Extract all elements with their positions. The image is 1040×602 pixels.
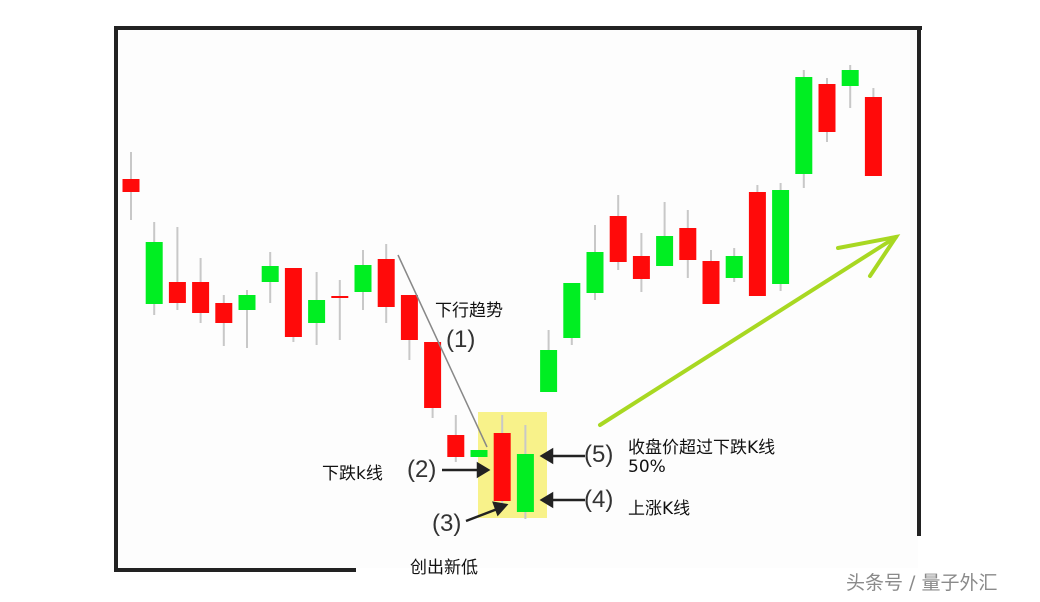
arrow-3: [465, 506, 501, 523]
candle-up: [656, 236, 674, 266]
label-new-low: 创出新低: [410, 558, 478, 578]
candle-down: [192, 282, 210, 313]
candle-down: [215, 303, 233, 323]
downtrend-line: [397, 254, 488, 448]
frame-right: [917, 26, 921, 536]
candle-up: [725, 256, 743, 278]
frame-left: [114, 26, 118, 572]
pointer-arrows: [442, 447, 585, 523]
label-num-5: (5): [584, 441, 614, 468]
candle-down: [377, 259, 395, 307]
candle-down: [400, 295, 418, 340]
candle-up: [238, 295, 256, 310]
frame-bottom: [114, 568, 356, 572]
candle-down: [679, 228, 697, 260]
label-num-3: (3): [432, 510, 462, 537]
candle-down: [424, 342, 442, 408]
label-bull-candle: 上涨K线: [628, 499, 691, 519]
candle-up: [586, 252, 604, 293]
label-close-above-pct: 50%: [628, 457, 666, 477]
candle-down: [122, 179, 140, 192]
candle-up: [354, 265, 372, 292]
label-bear-candle: 下跌k线: [322, 464, 383, 484]
candle-down: [702, 261, 720, 304]
candle-up: [841, 70, 859, 86]
candle-up: [795, 77, 813, 174]
candle-down: [864, 97, 882, 176]
pattern-highlight: [478, 412, 547, 518]
candle-down: [748, 192, 766, 296]
label-downtrend: 下行趋势: [435, 301, 503, 321]
candle-down: [818, 84, 836, 132]
frame-top: [114, 26, 922, 30]
candle-up: [470, 450, 488, 457]
candle-down: [284, 268, 302, 337]
candle-up: [261, 266, 279, 282]
candle-down: [331, 296, 349, 298]
label-num-4: (4): [584, 486, 614, 513]
watermark: 头条号 / 量子外汇: [846, 572, 998, 594]
candle-up: [540, 350, 558, 392]
uptrend-arrow: [598, 234, 901, 427]
candle-up: [308, 300, 326, 323]
candle-up: [563, 283, 581, 338]
candle-down: [609, 216, 627, 262]
candle-up: [772, 190, 790, 284]
candle-down: [168, 282, 186, 303]
label-close-above: 收盘价超过下跌K线: [628, 438, 776, 458]
candle-up: [145, 242, 163, 304]
candle-down: [447, 435, 465, 457]
candle-down: [632, 256, 650, 279]
label-num-1: (1): [446, 326, 476, 353]
candle-down: [493, 433, 511, 501]
candle-up: [516, 454, 534, 512]
label-num-2: (2): [407, 456, 437, 483]
